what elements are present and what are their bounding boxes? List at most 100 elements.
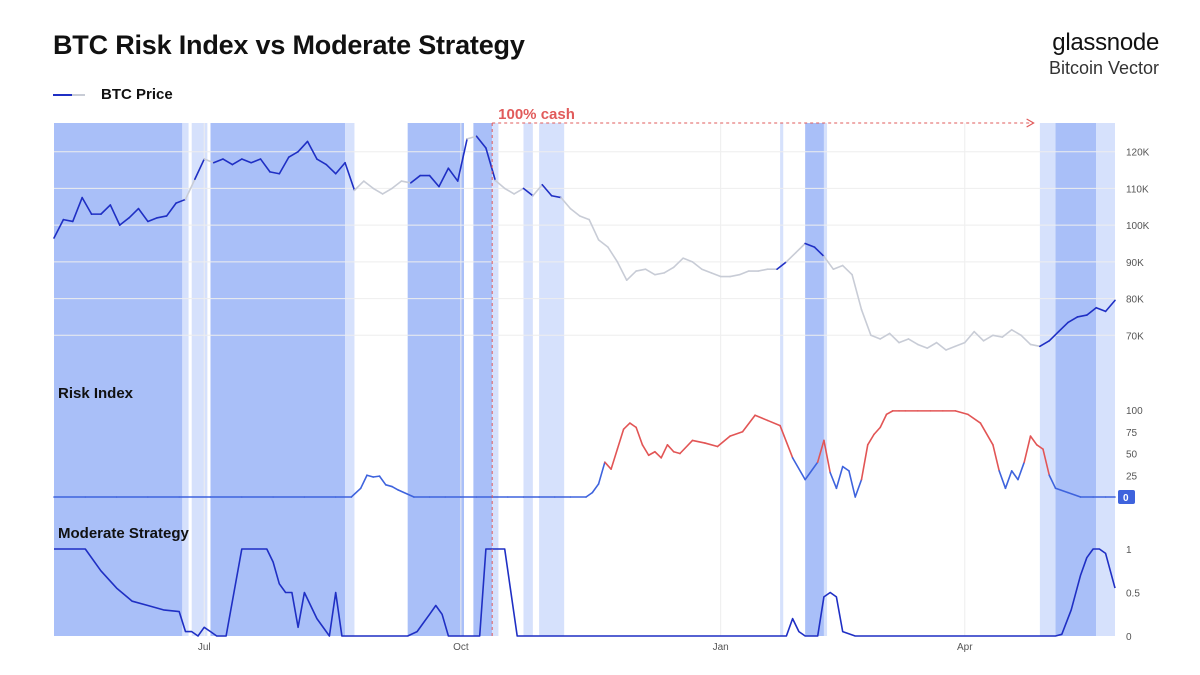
risk-line-segment xyxy=(647,450,656,457)
risk-ytick: 0 xyxy=(1123,493,1129,504)
price-line-segment xyxy=(316,158,328,166)
invested-region xyxy=(539,123,565,636)
price-line-segment xyxy=(597,239,609,248)
risk-line-segment xyxy=(1017,461,1026,481)
risk-line-segment xyxy=(366,474,375,478)
risk-line-segment xyxy=(1067,491,1082,498)
risk-line-segment xyxy=(754,414,769,422)
price-line-segment xyxy=(278,156,290,175)
price-line-segment xyxy=(550,194,562,199)
price-line-segment xyxy=(156,215,168,219)
price-ytick: 100K xyxy=(1126,221,1150,232)
price-line-segment xyxy=(297,140,309,153)
risk-line-segment xyxy=(654,450,662,459)
brand-logo: glassnode Bitcoin Vector xyxy=(1049,30,1159,80)
risk-line-segment xyxy=(635,426,644,446)
price-line-segment xyxy=(522,187,534,197)
invested-region xyxy=(1096,123,1115,636)
risk-line-segment xyxy=(841,465,850,472)
price-line-segment xyxy=(579,215,590,221)
price-line-segment xyxy=(654,272,666,276)
risk-line-segment xyxy=(873,426,882,436)
price-line-segment xyxy=(438,167,450,188)
axis-layer: 120K 110K 100K 90K 80K 70K 100 75 50 25 0 1 0.5 0 Jul O… xyxy=(198,148,1150,653)
price-line-segment xyxy=(100,204,112,215)
price-line-segment xyxy=(785,251,797,263)
price-line-segment xyxy=(485,147,497,182)
price-line-segment xyxy=(541,183,553,197)
x-tick-label: Apr xyxy=(957,642,973,653)
invested-region xyxy=(1039,123,1056,636)
price-line-segment xyxy=(841,264,853,276)
price-line-segment xyxy=(973,330,985,342)
price-line-segment xyxy=(513,187,525,195)
risk-line-segment xyxy=(597,461,606,485)
risk-line-segment xyxy=(585,491,594,498)
price-line-segment xyxy=(560,196,572,210)
strategy-panel xyxy=(54,548,1116,637)
shaded-regions xyxy=(54,123,1115,636)
invested-region xyxy=(1055,123,1097,636)
invested-region xyxy=(523,123,533,636)
price-line-segment xyxy=(757,268,769,272)
price-line-segment xyxy=(137,207,149,223)
price-line-segment xyxy=(203,158,215,164)
invested-region xyxy=(473,123,493,636)
risk-line-segment xyxy=(359,474,368,490)
strategy-ytick: 1 xyxy=(1126,545,1132,556)
price-line-segment xyxy=(532,183,544,197)
price-line-segment xyxy=(832,264,844,270)
price-line-segment xyxy=(644,268,656,276)
risk-line-segment xyxy=(848,470,857,498)
price-line-segment xyxy=(1048,330,1060,342)
invested-region xyxy=(407,123,465,636)
price-line-segment xyxy=(888,332,900,344)
invested-region xyxy=(191,123,208,636)
price-line-segment xyxy=(1020,334,1032,346)
price-line-segment xyxy=(428,174,440,188)
price-line-segment xyxy=(982,334,994,342)
price-line-segment xyxy=(569,207,581,217)
price-line-segment xyxy=(1076,314,1088,318)
risk-line-segment xyxy=(1004,470,1013,490)
price-line-segment xyxy=(823,255,835,270)
legend-swatch xyxy=(53,93,85,96)
risk-line-segment xyxy=(691,439,706,444)
price-line-segment xyxy=(259,158,271,173)
price-line-segment xyxy=(1029,343,1041,348)
risk-line-segment xyxy=(998,470,1007,490)
price-line-segment xyxy=(1010,328,1022,337)
price-line-segment xyxy=(62,218,74,223)
price-line-segment xyxy=(588,218,600,241)
price-line-segment xyxy=(212,158,224,164)
price-ytick: 120K xyxy=(1126,148,1150,159)
x-tick-label: Jul xyxy=(198,642,211,653)
price-line-segment xyxy=(625,270,637,282)
price-line-segment xyxy=(794,242,806,254)
risk-line-segment xyxy=(1054,487,1069,494)
price-line-segment xyxy=(813,246,825,258)
x-tick-label: Jan xyxy=(713,642,729,653)
price-line-segment xyxy=(222,158,234,166)
price-line-segment xyxy=(269,171,281,175)
price-line-segment xyxy=(456,138,468,182)
risk-line-segment xyxy=(823,439,831,474)
risk-line-segment xyxy=(1023,435,1032,464)
strategy-ytick: 0.5 xyxy=(1126,589,1140,600)
price-line-segment xyxy=(194,158,206,181)
risk-line-segment xyxy=(660,443,669,459)
price-line-segment xyxy=(250,158,262,164)
risk-panel-title: Risk Index xyxy=(58,385,134,402)
price-line-segment xyxy=(109,204,121,226)
price-line-segment xyxy=(701,268,713,274)
price-line-segment xyxy=(353,180,365,192)
risk-line-segment xyxy=(391,485,400,491)
price-line-segment xyxy=(710,272,722,278)
price-line-segment xyxy=(344,161,356,192)
risk-line-segment xyxy=(729,430,744,437)
risk-line-segment xyxy=(954,410,969,416)
price-line-segment xyxy=(466,135,478,140)
invested-region xyxy=(492,123,499,636)
price-line-segment xyxy=(616,261,628,282)
